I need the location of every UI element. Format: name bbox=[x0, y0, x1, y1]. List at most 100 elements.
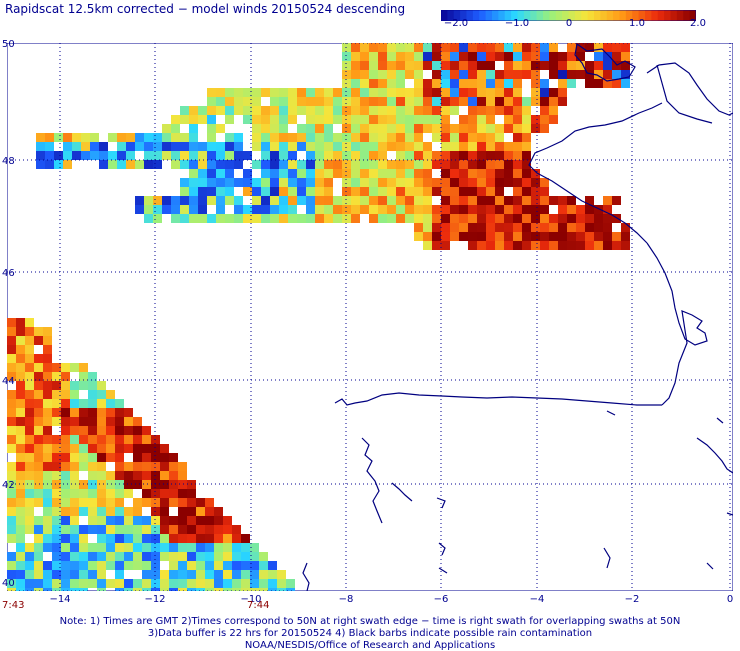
swath-cell bbox=[36, 142, 45, 151]
swath-cell bbox=[178, 480, 187, 489]
swath-cell bbox=[25, 381, 34, 390]
colorbar-cell bbox=[530, 10, 538, 21]
swath-cell bbox=[198, 106, 207, 115]
swath-cell bbox=[79, 552, 88, 561]
swath-cell bbox=[351, 97, 360, 106]
swath-cell bbox=[252, 178, 261, 187]
swath-cell bbox=[495, 178, 504, 187]
swath-cell bbox=[70, 426, 79, 435]
swath-cell bbox=[124, 525, 133, 534]
swath-cell bbox=[495, 160, 504, 169]
swath-cell bbox=[97, 507, 106, 516]
swath-cell bbox=[468, 106, 477, 115]
colorbar-cell bbox=[511, 10, 519, 21]
swath-cell bbox=[342, 214, 351, 223]
swath-cell bbox=[468, 241, 477, 250]
swath-cell bbox=[243, 88, 252, 97]
swath-cell bbox=[279, 214, 288, 223]
swath-cell bbox=[88, 444, 97, 453]
swath-cell bbox=[126, 133, 135, 142]
swath-cell bbox=[133, 444, 142, 453]
swath-cell bbox=[117, 142, 126, 151]
swath-cell bbox=[441, 88, 450, 97]
swath-cell bbox=[297, 142, 306, 151]
swath-cell bbox=[43, 462, 52, 471]
colorbar-cell bbox=[600, 10, 608, 21]
swath-cell bbox=[549, 97, 558, 106]
swath-cell bbox=[79, 570, 88, 579]
swath-cell bbox=[180, 142, 189, 151]
swath-cell bbox=[61, 399, 70, 408]
swath-cell bbox=[378, 205, 387, 214]
swath-cell bbox=[277, 570, 286, 579]
colorbar-cell bbox=[689, 10, 696, 21]
swath-cell bbox=[16, 381, 25, 390]
swath-cell bbox=[270, 151, 279, 160]
swath-cell bbox=[315, 169, 324, 178]
swath-cell bbox=[333, 151, 342, 160]
swath-cell bbox=[214, 507, 223, 516]
swath-cell bbox=[288, 187, 297, 196]
swath-cell bbox=[115, 444, 124, 453]
swath-cell bbox=[477, 133, 486, 142]
swath-cell bbox=[459, 232, 468, 241]
coastline bbox=[302, 43, 733, 591]
swath-cell bbox=[477, 97, 486, 106]
swath-cell bbox=[297, 88, 306, 97]
swath-cell bbox=[288, 205, 297, 214]
swath-cell bbox=[88, 471, 97, 480]
swath-cell bbox=[531, 97, 540, 106]
swath-cell bbox=[216, 169, 225, 178]
swath-cell bbox=[171, 142, 180, 151]
swath-cell bbox=[315, 133, 324, 142]
swath-cell bbox=[61, 435, 70, 444]
swath-cell bbox=[189, 169, 198, 178]
swath-cell bbox=[522, 160, 531, 169]
swath-cell bbox=[88, 570, 97, 579]
swath-cell bbox=[16, 552, 25, 561]
swath-cell bbox=[414, 196, 423, 205]
swath-cell bbox=[513, 160, 522, 169]
swath-cell bbox=[16, 462, 25, 471]
swath-cell bbox=[70, 399, 79, 408]
swath-cell bbox=[477, 232, 486, 241]
swath-cell bbox=[315, 151, 324, 160]
colorbar-cell bbox=[472, 10, 480, 21]
swath-cell bbox=[405, 61, 414, 70]
swath-cell bbox=[540, 79, 549, 88]
swath-cell bbox=[36, 151, 45, 160]
swath-cell bbox=[405, 70, 414, 79]
swath-cell bbox=[486, 160, 495, 169]
swath-cell bbox=[261, 205, 270, 214]
swath-cell bbox=[88, 435, 97, 444]
swath-cell bbox=[405, 142, 414, 151]
swath-cell bbox=[88, 561, 97, 570]
swath-cell bbox=[342, 61, 351, 70]
swath-cell bbox=[25, 417, 34, 426]
swath-cell bbox=[504, 70, 513, 79]
swath-cell bbox=[81, 142, 90, 151]
swath-cell bbox=[196, 579, 205, 588]
swath-cell bbox=[160, 462, 169, 471]
swath-cell bbox=[414, 169, 423, 178]
swath-cell bbox=[279, 115, 288, 124]
swath-cell bbox=[43, 399, 52, 408]
swath-cell bbox=[115, 561, 124, 570]
swath-cell bbox=[396, 115, 405, 124]
swath-cell bbox=[576, 43, 585, 52]
swath-cell bbox=[594, 232, 603, 241]
swath-cell bbox=[198, 151, 207, 160]
swath-cell bbox=[333, 214, 342, 223]
swath-cell bbox=[306, 178, 315, 187]
swath-cell bbox=[378, 133, 387, 142]
swath-cell bbox=[405, 151, 414, 160]
swath-cell bbox=[108, 160, 117, 169]
swath-cell bbox=[153, 196, 162, 205]
swath-cell bbox=[79, 444, 88, 453]
swath-cell bbox=[468, 97, 477, 106]
swath-cell bbox=[270, 115, 279, 124]
swath-cell bbox=[142, 570, 151, 579]
swath-cell bbox=[549, 43, 558, 52]
swath-cell bbox=[72, 142, 81, 151]
colorbar-cell bbox=[466, 10, 474, 21]
